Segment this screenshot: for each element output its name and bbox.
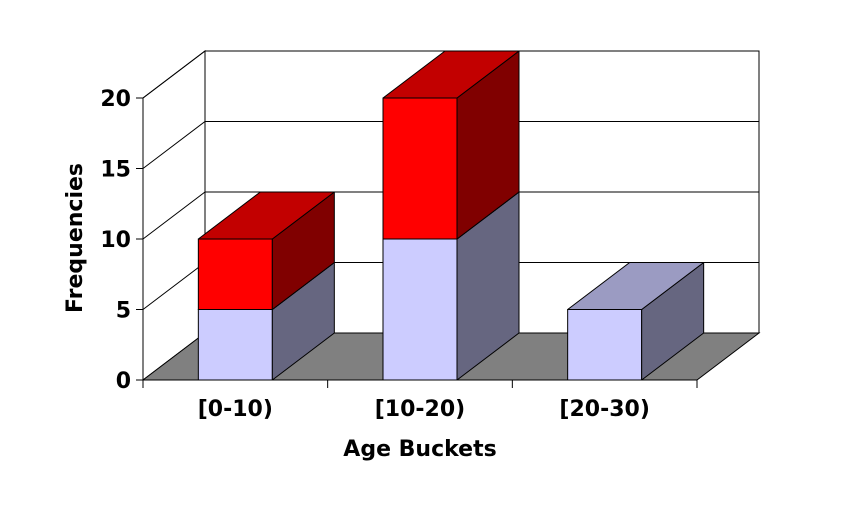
- x-tick-label: [10-20): [375, 397, 465, 422]
- bar-segment: [197, 191, 335, 310]
- axes: [136, 97, 698, 388]
- y-tick-labels: 0 5 10 15 20: [100, 87, 131, 394]
- gridline: [142, 50, 759, 99]
- y-axis-title: Frequencies: [63, 163, 88, 313]
- y-tick-label: 10: [100, 228, 131, 253]
- bar-segment: [382, 191, 520, 381]
- bar-front: [382, 97, 458, 240]
- bar-front: [382, 238, 458, 381]
- bar-top: [197, 191, 335, 240]
- x-axis-title: Age Buckets: [343, 437, 496, 462]
- bars: [197, 50, 705, 381]
- bar-front: [197, 238, 273, 310]
- y-tick-label: 15: [100, 158, 131, 183]
- bar-front: [567, 309, 643, 381]
- gridline: [142, 191, 759, 240]
- y-tick-label: 0: [116, 369, 131, 394]
- x-tick-label: [0-10): [198, 397, 273, 422]
- gridline: [142, 121, 759, 169]
- y-tick-label: 5: [116, 299, 131, 324]
- bar-segment: [382, 50, 520, 240]
- bar-top: [382, 50, 520, 99]
- x-tick-labels: [0-10) [10-20) [20-30): [198, 397, 650, 422]
- bar-front: [197, 309, 273, 381]
- bar-top: [567, 262, 705, 310]
- bar-segment: [567, 262, 705, 381]
- x-tick-label: [20-30): [559, 397, 649, 422]
- y-tick-label: 20: [100, 87, 131, 112]
